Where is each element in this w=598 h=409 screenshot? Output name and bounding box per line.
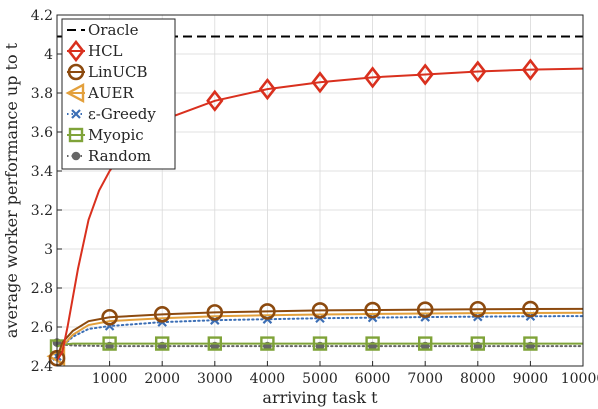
data-point — [101, 308, 118, 326]
data-point — [154, 336, 170, 351]
x-tick-label: 3000 — [197, 371, 233, 387]
legend-label: Random — [88, 147, 151, 165]
legend-swatch-marker — [65, 83, 85, 103]
axis-ticks: 1000 2000 3000 4000 5000 6000 7000 8000 9000 1000… — [31, 8, 598, 387]
legend-swatch-marker — [68, 127, 84, 143]
x-tick-label: 1000 — [92, 371, 128, 387]
data-point — [470, 336, 485, 351]
y-tick-label: 2.4 — [31, 359, 53, 375]
series-line — [56, 307, 584, 359]
x-tick-label: 9000 — [513, 371, 549, 387]
legend-item: Random — [67, 147, 151, 165]
x-tick-label: 5000 — [302, 371, 338, 387]
data-point — [258, 77, 277, 101]
data-point — [521, 58, 540, 81]
x-tick-label: 7000 — [407, 371, 443, 387]
data-point — [522, 300, 539, 318]
legend: Oracle HCL LinUCB AUER ε-Greedy Myopic Random — [61, 18, 176, 170]
y-tick-label: 4 — [44, 47, 53, 63]
y-axis-label: average worker performance up to t — [2, 42, 21, 338]
y-tick-label: 4.2 — [31, 8, 53, 24]
data-point — [259, 303, 276, 320]
legend-swatch-marker — [67, 63, 85, 81]
y-tick-label: 3 — [44, 242, 53, 258]
data-point — [102, 336, 117, 351]
data-point — [312, 336, 328, 351]
data-point — [416, 63, 434, 86]
y-tick-label: 2.6 — [31, 320, 53, 336]
legend-label: AUER — [87, 84, 134, 102]
y-tick-label: 3.8 — [31, 86, 53, 102]
legend-label: ε-Greedy — [88, 105, 156, 123]
legend-item: AUER — [65, 83, 134, 103]
data-point — [260, 336, 275, 351]
legend-swatch-marker — [71, 151, 81, 161]
x-axis-label: arriving task t — [262, 388, 378, 407]
data-point — [523, 336, 538, 351]
x-tick-label: 10000 — [561, 371, 598, 387]
legend-label: Myopic — [88, 126, 144, 144]
data-point — [416, 301, 434, 318]
legend-label: Oracle — [88, 21, 139, 39]
data-point — [311, 302, 329, 319]
data-point — [418, 336, 433, 351]
x-tick-label: 6000 — [355, 371, 391, 387]
legend-item: ε-Greedy — [67, 105, 156, 123]
data-point — [363, 66, 382, 89]
data-point — [206, 304, 224, 321]
series-6 — [52, 338, 584, 351]
legend-item: Myopic — [67, 126, 144, 144]
legend-swatch-marker — [71, 109, 81, 119]
legend-label: HCL — [88, 42, 123, 60]
series-line — [56, 311, 584, 357]
y-tick-label: 2.8 — [31, 281, 53, 297]
x-tick-label: 2000 — [144, 371, 180, 387]
x-tick-label: 8000 — [460, 371, 496, 387]
data-point — [153, 306, 171, 323]
legend-swatch-marker — [67, 39, 85, 63]
data-point — [364, 301, 381, 319]
y-tick-label: 3.2 — [31, 203, 53, 219]
data-point — [469, 60, 487, 83]
data-point — [365, 336, 380, 351]
data-point — [206, 89, 224, 112]
series-2 — [48, 300, 584, 367]
x-tick-label: 4000 — [250, 371, 286, 387]
series-line — [56, 315, 584, 358]
y-tick-label: 3.4 — [31, 164, 53, 180]
legend-item: Oracle — [67, 21, 139, 39]
data-point — [311, 71, 329, 94]
data-point — [469, 300, 487, 318]
legend-item: LinUCB — [67, 63, 148, 81]
legend-label: LinUCB — [88, 63, 148, 81]
legend-item: HCL — [67, 39, 123, 63]
y-tick-label: 3.6 — [31, 125, 53, 141]
data-point — [207, 336, 223, 351]
